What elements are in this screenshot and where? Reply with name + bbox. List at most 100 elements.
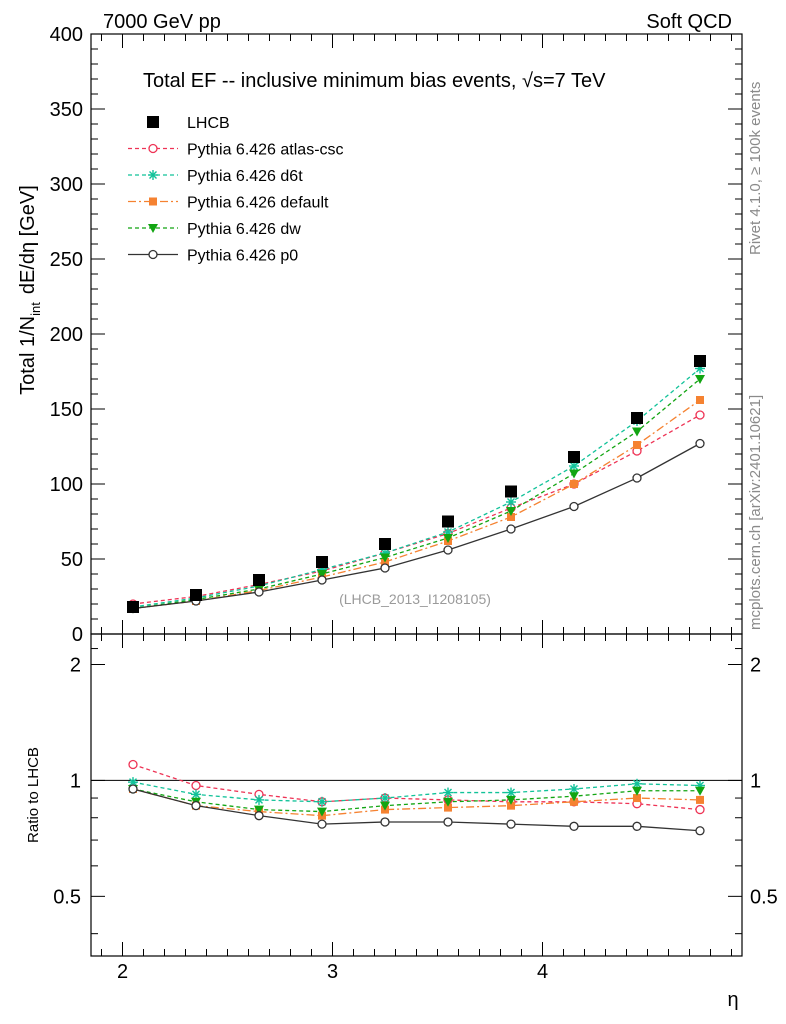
legend-label-pythia-6-426-dw: Pythia 6.426 dw (187, 221, 301, 238)
star-stroke (507, 788, 515, 797)
series-point-pythia-6-426-default (633, 441, 641, 449)
series-point-pythia-6-426-dw (695, 375, 705, 384)
ratio-tick-label: 1 (70, 770, 81, 792)
ratio-point-pythia-6-426-dw (443, 797, 453, 807)
star-stroke (570, 785, 578, 793)
ratio-point-pythia-6-426-p0 (506, 819, 516, 829)
y-tick-label: 100 (50, 474, 83, 496)
chart-title: Total EF -- inclusive minimum bias event… (143, 70, 606, 92)
x-tick-label: 4 (537, 961, 548, 983)
series-point-pythia-6-426-dw (380, 553, 390, 563)
ratio-point-pythia-6-426-dw (506, 795, 516, 805)
ratio-point-pythia-6-426-dw (695, 786, 705, 796)
x-axis-label: η (727, 989, 738, 1011)
legend-label-pythia-6-426-p0: Pythia 6.426 p0 (187, 248, 298, 265)
data-point-lhcb (127, 601, 139, 613)
star-stroke (570, 462, 578, 470)
data-point-lhcb (442, 515, 454, 528)
ratio-point-pythia-6-426-default (507, 801, 515, 810)
series-point-pythia-6-426-p0 (506, 524, 516, 534)
x-tick-label: 3 (327, 961, 338, 983)
ratio-line-pythia-6-426-p0 (132, 788, 701, 832)
series-line-pythia-6-426-p0 (132, 442, 701, 610)
y-tick-label: 250 (50, 249, 83, 271)
series-line-pythia-6-426-d6t (132, 368, 701, 608)
series-line-pythia-6-426-default (132, 399, 701, 610)
star-stroke (507, 498, 515, 506)
ratio-tick-label-right: 2 (750, 654, 761, 676)
star-stroke (149, 171, 157, 179)
ratio-point-pythia-6-426-dw (569, 792, 579, 802)
star-stroke (444, 788, 452, 797)
ratio-point-pythia-6-426-p0 (632, 821, 642, 831)
star-stroke (129, 778, 137, 787)
y-tick-label: 300 (50, 174, 83, 196)
series-point-pythia-6-426-p0 (380, 563, 390, 573)
y-tick-label: 150 (50, 399, 83, 421)
ratio-tick-label: 2 (70, 654, 81, 676)
legend-label-pythia-6-426-atlas-csc: Pythia 6.426 atlas-csc (187, 142, 344, 159)
ratio-point-pythia-6-426-atlas-csc (191, 780, 201, 791)
ratio-point-pythia-6-426-dw (254, 805, 264, 815)
legend-marker-pythia-6-426-atlas-csc (148, 143, 158, 154)
data-point-lhcb (505, 485, 517, 498)
series-point-pythia-6-426-default (507, 513, 515, 521)
ratio-point-pythia-6-426-p0 (128, 784, 138, 794)
ratio-point-pythia-6-426-default (633, 794, 641, 803)
data-point-lhcb (190, 589, 202, 601)
main-y-axis: 0 50 100 150 200 250 300 350 400 (50, 24, 742, 646)
series-point-pythia-6-426-p0 (254, 587, 264, 597)
ratio-tick-label-right: 0.5 (750, 886, 778, 908)
ratio-y-axis-label: Ratio to LHCB (25, 747, 42, 843)
star-stroke (255, 795, 263, 804)
ratio-point-pythia-6-426-default (696, 795, 704, 804)
ratio-point-pythia-6-426-default (570, 797, 578, 806)
legend-marker-pythia-6-426-p0 (148, 249, 158, 260)
legend-marker-lhcb (147, 116, 159, 128)
x-axis: 2 3 4 (101, 34, 732, 983)
ratio-point-pythia-6-426-p0 (695, 826, 705, 836)
ratio-tick-label-right: 1 (750, 770, 761, 792)
star-stroke (381, 794, 389, 803)
y-tick-label: 50 (61, 549, 83, 571)
ratio-point-pythia-6-426-p0 (569, 821, 579, 831)
series-point-pythia-6-426-dw (506, 507, 516, 516)
legend-label-lhcb: LHCB (187, 115, 230, 132)
series-point-pythia-6-426-default (570, 480, 578, 488)
legend-marker-pythia-6-426-dw (148, 224, 158, 233)
ratio-point-pythia-6-426-p0 (191, 800, 201, 811)
data-point-lhcb (568, 451, 580, 463)
ratio-point-pythia-6-426-dw (632, 786, 642, 796)
x-tick-label: 2 (117, 961, 128, 983)
data-point-lhcb (694, 355, 706, 367)
ratio-point-pythia-6-426-p0 (443, 817, 453, 827)
series-point-pythia-6-426-p0 (443, 545, 453, 555)
ratio-point-pythia-6-426-d6t (254, 794, 264, 805)
data-point-lhcb (253, 574, 265, 586)
main-series-layer (127, 355, 706, 614)
ratio-point-pythia-6-426-dw (380, 801, 390, 811)
series-line-pythia-6-426-atlas-csc (132, 414, 701, 605)
legend-label-pythia-6-426-default: Pythia 6.426 default (187, 195, 329, 212)
ratio-point-pythia-6-426-d6t (380, 793, 390, 804)
header-left: 7000 GeV pp (103, 11, 221, 33)
mcplots-label: mcplots.cern.ch [arXiv:2401.10621] (747, 395, 764, 630)
data-point-lhcb (316, 556, 328, 568)
star-stroke (633, 779, 641, 788)
series-point-pythia-6-426-dw (632, 427, 642, 437)
y-tick-label: 200 (50, 324, 83, 346)
series-point-pythia-6-426-dw (443, 534, 453, 543)
series-point-pythia-6-426-d6t (506, 497, 516, 507)
ratio-point-pythia-6-426-default (444, 803, 452, 812)
ratio-tick-label: 0.5 (53, 886, 81, 908)
rivet-version-label: Rivet 4.1.0, ≥ 100k events (747, 82, 764, 255)
ratio-point-pythia-6-426-p0 (254, 811, 264, 821)
series-point-pythia-6-426-p0 (632, 473, 642, 483)
ratio-y-axis: 0.5 0.5 1 1 2 2 (53, 648, 778, 935)
header-right: Soft QCD (646, 11, 732, 33)
star-stroke (192, 790, 200, 799)
series-point-pythia-6-426-default (696, 396, 704, 404)
series-point-pythia-6-426-dw (569, 469, 579, 479)
ratio-point-pythia-6-426-dw (317, 807, 327, 817)
